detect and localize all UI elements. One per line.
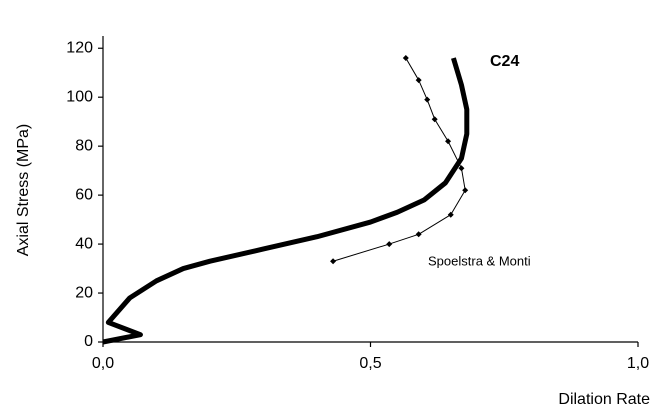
- y-tick-label: 100: [66, 88, 93, 105]
- series-line: [102, 57, 470, 345]
- y-tick-label: 60: [75, 186, 93, 203]
- marker: [330, 258, 337, 265]
- marker: [445, 138, 452, 145]
- marker: [424, 96, 431, 103]
- marker: [402, 55, 409, 62]
- marker: [458, 165, 465, 172]
- marker: [386, 241, 393, 248]
- marker: [431, 116, 438, 123]
- x-tick-label: 1,0: [627, 355, 649, 372]
- x-axis-label: Dilation Rate: [558, 391, 650, 408]
- marker: [447, 211, 454, 218]
- series-line: [332, 57, 466, 262]
- y-tick-label: 20: [75, 284, 93, 301]
- marker: [415, 77, 422, 84]
- y-tick-label: 0: [84, 333, 93, 350]
- marker: [462, 187, 469, 194]
- marker: [415, 231, 422, 238]
- x-tick-label: 0,0: [92, 355, 114, 372]
- y-axis-label: Axial Stress (MPa): [15, 124, 32, 256]
- series-label: C24: [490, 53, 519, 70]
- series-label: Spoelstra & Monti: [428, 253, 531, 268]
- x-tick-label: 0,5: [359, 355, 381, 372]
- y-tick-label: 40: [75, 235, 93, 252]
- y-tick-label: 120: [66, 39, 93, 56]
- y-tick-label: 80: [75, 137, 93, 154]
